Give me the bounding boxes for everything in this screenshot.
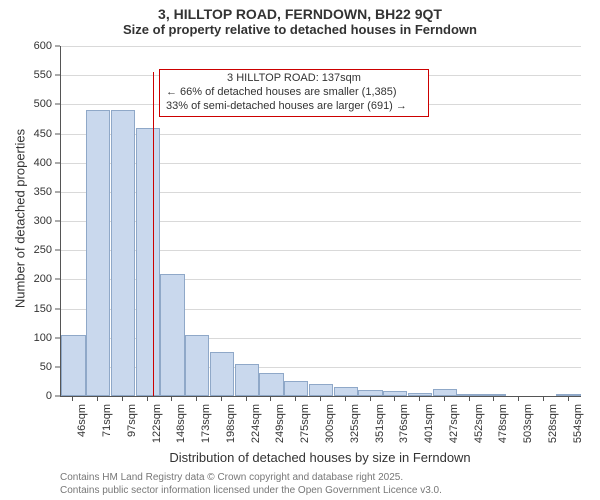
x-tick-mark: [72, 396, 73, 401]
x-tick-mark: [196, 396, 197, 401]
x-tick-label: 503sqm: [522, 404, 534, 443]
x-tick-mark: [97, 396, 98, 401]
x-tick-mark: [221, 396, 222, 401]
x-tick-label: 401sqm: [423, 404, 435, 443]
annotation-line: ← 66% of detached houses are smaller (1,…: [166, 86, 422, 100]
x-tick-label: 275sqm: [299, 404, 311, 443]
plot-area: 3 HILLTOP ROAD: 137sqm← 66% of detached …: [60, 46, 581, 397]
title-line-2: Size of property relative to detached ho…: [0, 22, 600, 37]
x-tick-mark: [122, 396, 123, 401]
x-tick-mark: [444, 396, 445, 401]
y-tick-label: 0: [0, 390, 52, 402]
title-line-1: 3, HILLTOP ROAD, FERNDOWN, BH22 9QT: [0, 6, 600, 22]
x-tick-mark: [370, 396, 371, 401]
x-tick-label: 452sqm: [473, 404, 485, 443]
x-tick-label: 427sqm: [448, 404, 460, 443]
histogram-bar: [86, 110, 110, 396]
x-tick-mark: [270, 396, 271, 401]
histogram-bar: [334, 387, 358, 396]
x-tick-mark: [246, 396, 247, 401]
histogram-bar: [235, 364, 259, 396]
x-tick-label: 478sqm: [497, 404, 509, 443]
y-tick-label: 200: [0, 273, 52, 285]
x-tick-label: 148sqm: [175, 404, 187, 443]
annotation-line: 3 HILLTOP ROAD: 137sqm: [166, 72, 422, 86]
histogram-bar: [259, 373, 283, 396]
annotation-line: 33% of semi-detached houses are larger (…: [166, 100, 422, 114]
x-tick-mark: [543, 396, 544, 401]
x-tick-label: 71sqm: [101, 404, 113, 437]
histogram-bar: [61, 335, 85, 396]
y-tick-label: 550: [0, 69, 52, 81]
x-tick-label: 528sqm: [547, 404, 559, 443]
y-tick-label: 450: [0, 128, 52, 140]
chart-title: 3, HILLTOP ROAD, FERNDOWN, BH22 9QT Size…: [0, 0, 600, 37]
y-tick-label: 500: [0, 98, 52, 110]
x-tick-mark: [419, 396, 420, 401]
x-tick-label: 97sqm: [126, 404, 138, 437]
y-tick-label: 400: [0, 157, 52, 169]
histogram-bar: [160, 274, 184, 397]
histogram-bar: [309, 384, 333, 396]
chart-root: 3, HILLTOP ROAD, FERNDOWN, BH22 9QT Size…: [0, 0, 600, 500]
histogram-bar: [210, 352, 234, 396]
x-tick-mark: [394, 396, 395, 401]
x-tick-label: 325sqm: [349, 404, 361, 443]
x-tick-label: 46sqm: [76, 404, 88, 437]
annotation-box: 3 HILLTOP ROAD: 137sqm← 66% of detached …: [159, 69, 429, 116]
x-tick-label: 122sqm: [151, 404, 163, 443]
x-tick-label: 224sqm: [250, 404, 262, 443]
x-tick-mark: [171, 396, 172, 401]
x-tick-mark: [345, 396, 346, 401]
y-tick-label: 350: [0, 186, 52, 198]
x-tick-mark: [147, 396, 148, 401]
y-tick-label: 250: [0, 244, 52, 256]
y-tick-label: 50: [0, 361, 52, 373]
x-tick-mark: [493, 396, 494, 401]
x-tick-label: 300sqm: [324, 404, 336, 443]
footer-line-2: Contains public sector information licen…: [60, 485, 442, 498]
y-tick-label: 100: [0, 332, 52, 344]
histogram-bar: [185, 335, 209, 396]
x-tick-mark: [320, 396, 321, 401]
histogram-bar: [556, 394, 580, 396]
histogram-bar: [111, 110, 135, 396]
histogram-bar: [433, 389, 457, 396]
x-tick-label: 249sqm: [274, 404, 286, 443]
x-axis-label: Distribution of detached houses by size …: [60, 450, 580, 465]
footer-line-1: Contains HM Land Registry data © Crown c…: [60, 472, 442, 485]
histogram-bar: [284, 381, 308, 396]
gridline: [61, 46, 581, 47]
x-tick-mark: [295, 396, 296, 401]
y-tick-label: 600: [0, 40, 52, 52]
x-tick-label: 198sqm: [225, 404, 237, 443]
x-tick-mark: [568, 396, 569, 401]
histogram-bar: [136, 128, 160, 396]
footer-credits: Contains HM Land Registry data © Crown c…: [60, 472, 442, 497]
histogram-bar: [457, 394, 481, 396]
x-tick-label: 554sqm: [572, 404, 584, 443]
x-tick-mark: [469, 396, 470, 401]
x-tick-label: 351sqm: [374, 404, 386, 443]
y-tick-label: 300: [0, 215, 52, 227]
y-tick-label: 150: [0, 303, 52, 315]
x-tick-label: 376sqm: [398, 404, 410, 443]
property-marker-line: [153, 72, 154, 396]
x-tick-label: 173sqm: [200, 404, 212, 443]
x-tick-mark: [518, 396, 519, 401]
